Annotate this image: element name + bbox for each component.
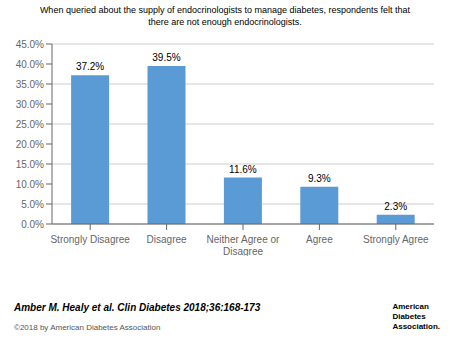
svg-text:37.2%: 37.2% — [76, 61, 104, 72]
html-text:American: American — [392, 302, 429, 311]
svg-text:25.0%: 25.0% — [16, 119, 44, 130]
svg-text:Strongly Agree: Strongly Agree — [363, 234, 429, 245]
svg-text:35.0%: 35.0% — [16, 79, 44, 90]
svg-text:Agree: Agree — [306, 234, 333, 245]
svg-text:30.0%: 30.0% — [16, 99, 44, 110]
svg-text:2.3%: 2.3% — [384, 201, 407, 212]
svg-text:15.0%: 15.0% — [16, 159, 44, 170]
html-text:©2018 by American Diabetes Ass: ©2018 by American Diabetes Association — [14, 323, 161, 332]
svg-text:45.0%: 45.0% — [16, 39, 44, 50]
svg-text:Disagree: Disagree — [147, 234, 187, 245]
svg-text:11.6%: 11.6% — [229, 164, 257, 175]
svg-text:20.0%: 20.0% — [16, 139, 44, 150]
svg-text:Neither Agree orDisagree: Neither Agree orDisagree — [207, 234, 280, 256]
svg-text:10.0%: 10.0% — [16, 179, 44, 190]
html-text:When queried about the supply: When queried about the supply of endocri… — [39, 5, 411, 27]
svg-text:9.3%: 9.3% — [308, 173, 331, 184]
svg-text:39.5%: 39.5% — [152, 52, 180, 63]
html-text:Amber M. Healy et al. Clin Dia: Amber M. Healy et al. Clin Diabetes 2018… — [14, 302, 261, 313]
html-text:Diabetes: Diabetes — [392, 312, 426, 321]
html-text:Association.: Association. — [392, 322, 440, 331]
svg-text:40.0%: 40.0% — [16, 59, 44, 70]
svg-text:0.0%: 0.0% — [21, 219, 44, 230]
svg-text:5.0%: 5.0% — [21, 199, 44, 210]
svg-text:Strongly Disagree: Strongly Disagree — [50, 234, 130, 245]
